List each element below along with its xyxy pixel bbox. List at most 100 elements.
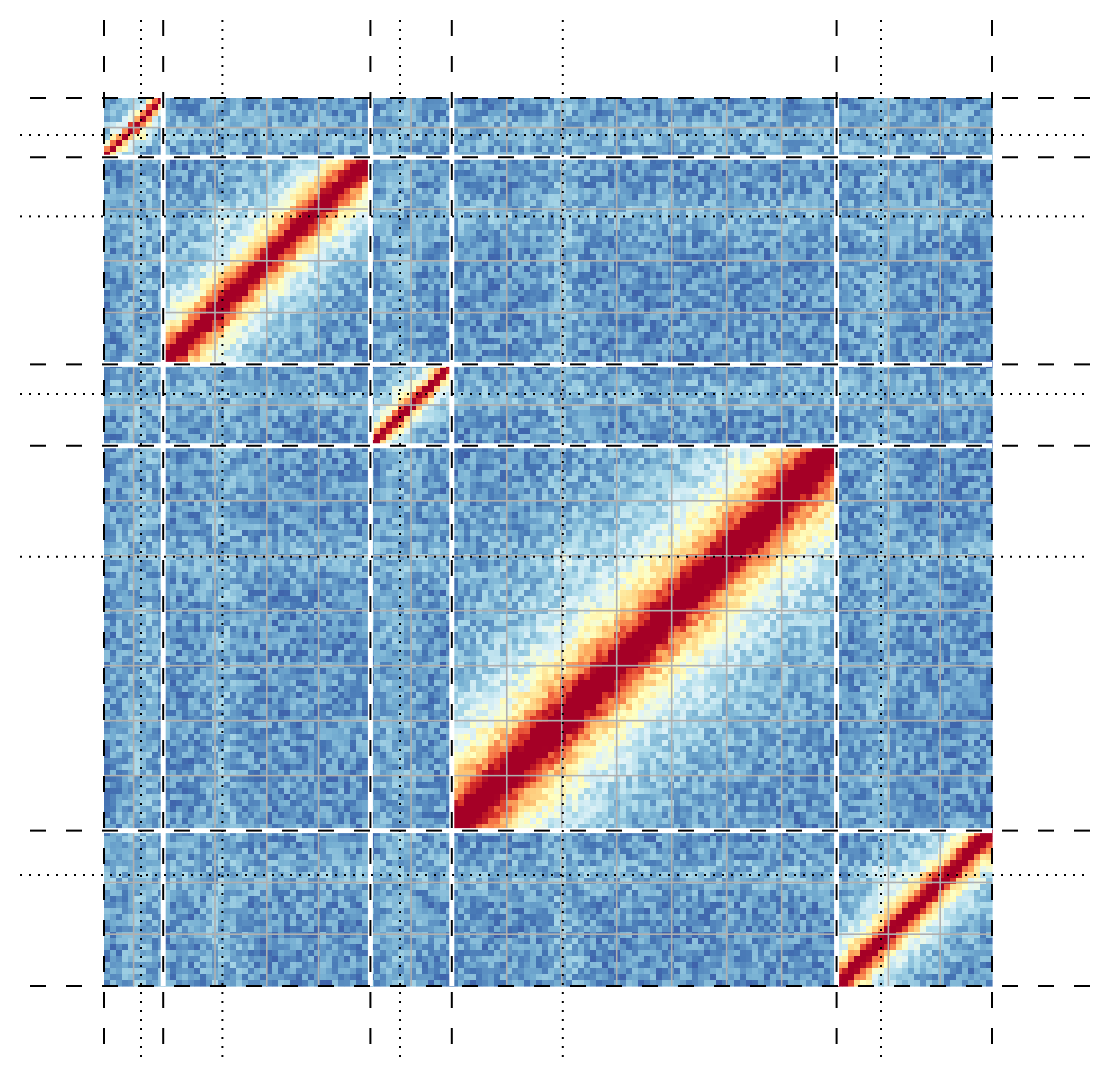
heatmap-cell [824, 236, 831, 243]
heatmap-cell [650, 284, 657, 291]
heatmap-cell [686, 164, 693, 171]
heatmap-cell [758, 218, 765, 225]
heatmap-cell [230, 218, 237, 225]
heatmap-cell [782, 278, 789, 285]
heatmap-cell [596, 212, 603, 219]
heatmap-cell [374, 164, 381, 171]
heatmap-cell [374, 278, 381, 285]
heatmap-cell [482, 200, 489, 207]
heatmap-cell [500, 104, 507, 111]
heatmap-cell [302, 98, 309, 105]
heatmap-cell [218, 284, 225, 291]
heatmap-cell [962, 200, 969, 207]
heatmap-cell [752, 140, 759, 147]
heatmap-cell [500, 140, 507, 147]
heatmap-cell [704, 284, 711, 291]
heatmap-cell [626, 164, 633, 171]
heatmap-cell [848, 248, 855, 255]
heatmap-cell [884, 266, 891, 273]
heatmap-cell [110, 290, 117, 297]
heatmap-cell [470, 266, 477, 273]
heatmap-cell [734, 284, 741, 291]
heatmap-cell [530, 212, 537, 219]
heatmap-cell [578, 200, 585, 207]
heatmap-cell [698, 110, 705, 117]
heatmap-cell [956, 290, 963, 297]
heatmap-cell [980, 284, 987, 291]
heatmap-cell [980, 128, 987, 135]
heatmap-cell [224, 290, 231, 297]
heatmap-cell [362, 176, 369, 183]
heatmap-cell [374, 272, 381, 279]
heatmap-cell [494, 248, 501, 255]
heatmap-cell [860, 128, 867, 135]
heatmap-cell [542, 224, 549, 231]
heatmap-cell [398, 110, 405, 117]
heatmap-cell [632, 164, 639, 171]
heatmap-cell [626, 188, 633, 195]
heatmap-cell [176, 170, 183, 177]
heatmap-cell [890, 242, 897, 249]
heatmap-cell [254, 248, 261, 255]
heatmap-cell [512, 188, 519, 195]
heatmap-cell [134, 212, 141, 219]
heatmap-cell [440, 182, 447, 189]
heatmap-cell [566, 236, 573, 243]
heatmap-cell [314, 242, 321, 249]
heatmap-cell [872, 194, 879, 201]
heatmap-cell [536, 230, 543, 237]
heatmap-cell [680, 212, 687, 219]
heatmap-cell [494, 224, 501, 231]
heatmap-cell [206, 164, 213, 171]
heatmap-cell [152, 284, 159, 291]
heatmap-cell [872, 146, 879, 153]
heatmap-cell [866, 254, 873, 261]
heatmap-cell [656, 146, 663, 153]
heatmap-cell [698, 128, 705, 135]
heatmap-cell [524, 284, 531, 291]
heatmap-cell [308, 188, 315, 195]
heatmap-cell [380, 110, 387, 117]
heatmap-cell [356, 194, 363, 201]
heatmap-cell [680, 164, 687, 171]
heatmap-cell [872, 254, 879, 261]
heatmap-cell [950, 224, 957, 231]
heatmap-cell [116, 230, 123, 237]
heatmap-cell [920, 272, 927, 279]
heatmap-cell [728, 272, 735, 279]
heatmap-cell [620, 248, 627, 255]
heatmap-cell [206, 242, 213, 249]
heatmap-cell [620, 224, 627, 231]
heatmap-cell [542, 218, 549, 225]
heatmap-cell [716, 194, 723, 201]
heatmap-cell [320, 230, 327, 237]
heatmap-cell [734, 134, 741, 141]
heatmap-cell [758, 116, 765, 123]
heatmap-cell [512, 194, 519, 201]
heatmap-cell [794, 116, 801, 123]
heatmap-cell [956, 98, 963, 105]
heatmap-cell [254, 272, 261, 279]
heatmap-cell [530, 182, 537, 189]
heatmap-cell [104, 254, 111, 261]
heatmap-cell [632, 254, 639, 261]
heatmap-cell [476, 146, 483, 153]
heatmap-cell [260, 182, 267, 189]
heatmap-cell [932, 140, 939, 147]
heatmap-cell [710, 254, 717, 261]
heatmap-cell [824, 200, 831, 207]
heatmap-cell [512, 224, 519, 231]
heatmap-cell [962, 110, 969, 117]
heatmap-cell [422, 218, 429, 225]
heatmap-cell [416, 290, 423, 297]
heatmap-cell [884, 224, 891, 231]
heatmap-cell [896, 248, 903, 255]
heatmap-cell [494, 128, 501, 135]
heatmap-cell [320, 284, 327, 291]
heatmap-cell [284, 218, 291, 225]
heatmap-cell [398, 284, 405, 291]
heatmap-cell [260, 176, 267, 183]
heatmap-cell [320, 248, 327, 255]
heatmap-cell [794, 284, 801, 291]
heatmap-cells [104, 98, 993, 987]
